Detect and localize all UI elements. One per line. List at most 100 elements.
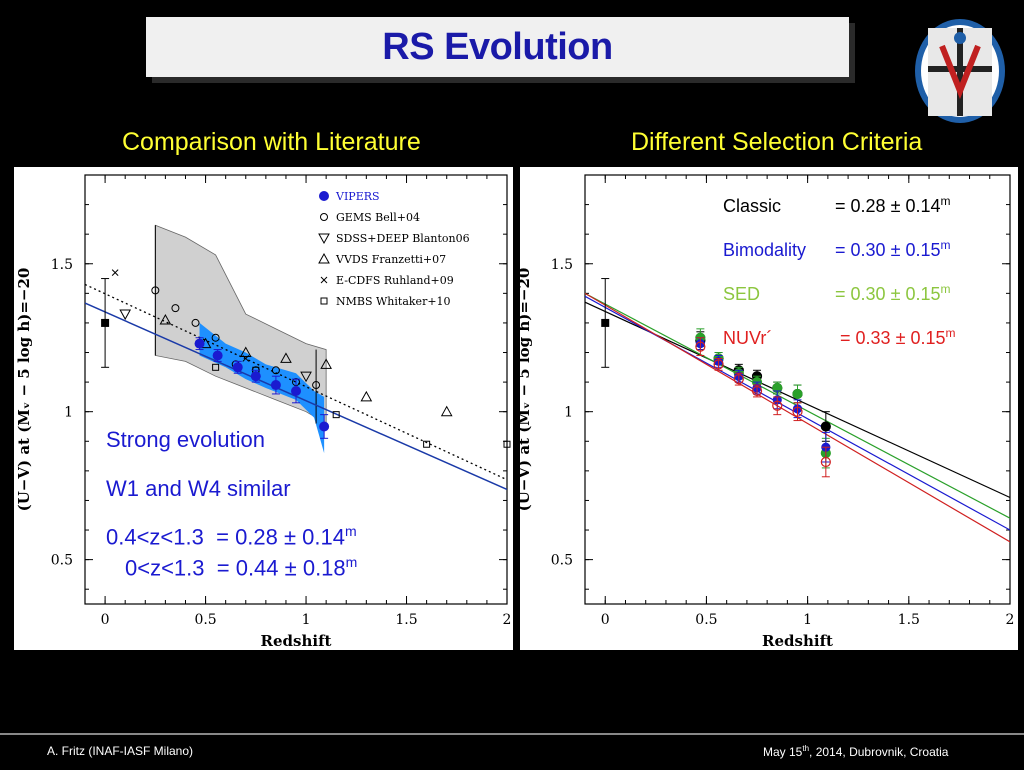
selection-chart: 0 0.5 1 1.5 2 0.5 1 1.5 Redshift (U−V) at (Mᵥ − 5… <box>515 174 1015 650</box>
x-tick-label: 1 <box>803 612 812 628</box>
x-tick-label: 1.5 <box>395 612 417 628</box>
sel-classic-value: = 0.28 ± 0.14 <box>835 196 941 216</box>
e-cdfs-point-b <box>242 355 250 362</box>
sdss+deep-point <box>119 309 132 321</box>
point-nuvr <box>772 400 783 411</box>
note-fit2: 0<z<1.3 = 0.44 ± 0.18m <box>125 554 357 581</box>
nmbs-point <box>332 411 340 419</box>
sel-bimodality-unit: m <box>940 238 951 252</box>
vvds-point <box>440 405 453 417</box>
nmbs-point <box>503 440 511 448</box>
legend-marker <box>318 233 330 245</box>
legend-marker <box>319 191 329 201</box>
note-w1-w4: W1 and W4 similar <box>106 476 291 501</box>
point-nuvr <box>733 374 744 385</box>
gems-point <box>312 381 321 390</box>
subtitle-right: Different Selection Criteria <box>631 128 923 156</box>
x-tick-label: 0 <box>601 612 610 628</box>
y-axis-label: (U−V) at (Mᵥ − 5 log h)=−20 <box>520 268 533 512</box>
y-tick-label: 1 <box>64 405 73 421</box>
nmbs-point <box>212 363 220 371</box>
sel-nuvr-name: NUVr´ <box>723 328 773 348</box>
note-strong-evolution: Strong evolution <box>106 427 265 452</box>
footer-date-prefix: May 15 <box>763 745 803 759</box>
fit2-value: = 0.44 ± 0.18 <box>216 555 346 581</box>
gems-point <box>211 333 220 342</box>
vipers-point <box>291 385 301 396</box>
gems-point <box>271 366 280 375</box>
legend-label: NMBS Whitaker+10 <box>336 295 451 308</box>
gems-point <box>171 304 180 313</box>
vipers-band <box>199 322 325 454</box>
footer-date-suffix: , 2014, Dubrovnik, Croatia <box>809 745 949 759</box>
logo <box>915 19 1005 123</box>
vvds-point <box>239 346 252 358</box>
e-cdfs-point-b <box>111 269 119 276</box>
x-axis-label: Redshift <box>762 632 833 650</box>
fit1-range: 0.4<z<1.3 <box>106 524 204 550</box>
selection-chart-panel: 0 0.5 1 1.5 2 0.5 1 1.5 Redshift (U−V) at (Mᵥ − 5… <box>515 167 1018 650</box>
literature-chart-panel: 0 0.5 1 1.5 2 0.5 1 1.5 Redshift (U−V) at (Mᵥ − 5… <box>14 167 513 650</box>
sel-nuvr-value: = 0.33 ± 0.15 <box>840 328 946 348</box>
legend-label: SDSS+DEEP Blanton06 <box>336 232 470 245</box>
vipers-point <box>270 380 281 391</box>
plot-frame <box>84 174 508 605</box>
legend-marker <box>320 297 328 305</box>
slide-title: RS Evolution <box>382 25 613 68</box>
legend-marker-b <box>320 276 328 284</box>
vvds-point <box>159 313 172 325</box>
legend-label: GEMS Bell+04 <box>336 211 420 224</box>
x-tick-label: 0.5 <box>194 612 216 628</box>
sel-bimodality-name: Bimodality <box>723 240 807 260</box>
legend-label: VIPERS <box>335 190 380 203</box>
sel-classic: Classic = 0.28 ± 0.14m <box>723 194 950 217</box>
gems-point <box>191 318 200 327</box>
legend-marker <box>318 252 330 264</box>
sel-sed-value: = 0.30 ± 0.15 <box>835 284 941 304</box>
gems-point <box>151 286 160 295</box>
x-tick-label: 2 <box>503 612 512 628</box>
y-tick-label: 0.5 <box>51 553 73 569</box>
sel-sed-name: SED <box>723 284 761 304</box>
y-tick-label: 1 <box>564 405 573 421</box>
literature-chart: 0 0.5 1 1.5 2 0.5 1 1.5 Redshift (U−V) at (Mᵥ − 5… <box>15 174 512 650</box>
footer-date: May 15th, 2014, Dubrovnik, Croatia <box>763 744 948 759</box>
plot-frame <box>584 174 1011 605</box>
x-tick-label: 2 <box>1006 612 1015 628</box>
point-nuvr <box>713 359 724 370</box>
x-tick-label: 0.5 <box>695 612 717 628</box>
z0-point <box>601 318 610 327</box>
subtitle-left: Comparison with Literature <box>122 128 421 156</box>
legend-label: VVDS Franzetti+07 <box>335 253 446 266</box>
vvds-point <box>360 390 373 402</box>
footer-date-sup: th <box>802 744 810 753</box>
fit1-value: = 0.28 ± 0.14 <box>216 524 346 550</box>
footer-author: A. Fritz (INAF-IASF Milano) <box>47 744 194 758</box>
fit2-range: 0<z<1.3 <box>125 555 205 581</box>
point-sed <box>792 388 803 400</box>
vipers-point <box>232 362 243 373</box>
sel-nuvr-unit: m <box>945 326 956 340</box>
y-tick-label: 1.5 <box>551 257 573 273</box>
title-box: RS Evolution <box>146 17 849 77</box>
vvds-point <box>280 352 292 363</box>
point-classic <box>820 421 831 432</box>
point-nuvr <box>820 456 831 468</box>
fit2-unit: m <box>345 554 358 570</box>
z0-point <box>101 318 110 327</box>
x-tick-label: 1 <box>302 612 311 628</box>
x-tick-label: 0 <box>101 612 110 628</box>
vipers-point <box>194 338 205 349</box>
x-tick-label: 1.5 <box>898 612 920 628</box>
point-nuvr <box>751 385 763 397</box>
fit1-unit: m <box>345 523 357 539</box>
point-nuvr <box>792 406 803 417</box>
nmbs-point <box>423 440 431 448</box>
sdss+deep-point <box>300 371 312 383</box>
sel-sed-unit: m <box>940 282 951 296</box>
sel-bimodality-value: = 0.30 ± 0.15 <box>835 240 941 260</box>
sel-classic-unit: m <box>940 194 951 208</box>
vipers-point <box>319 421 330 432</box>
sel-classic-name: Classic <box>723 196 782 216</box>
y-tick-label: 1.5 <box>51 257 73 273</box>
